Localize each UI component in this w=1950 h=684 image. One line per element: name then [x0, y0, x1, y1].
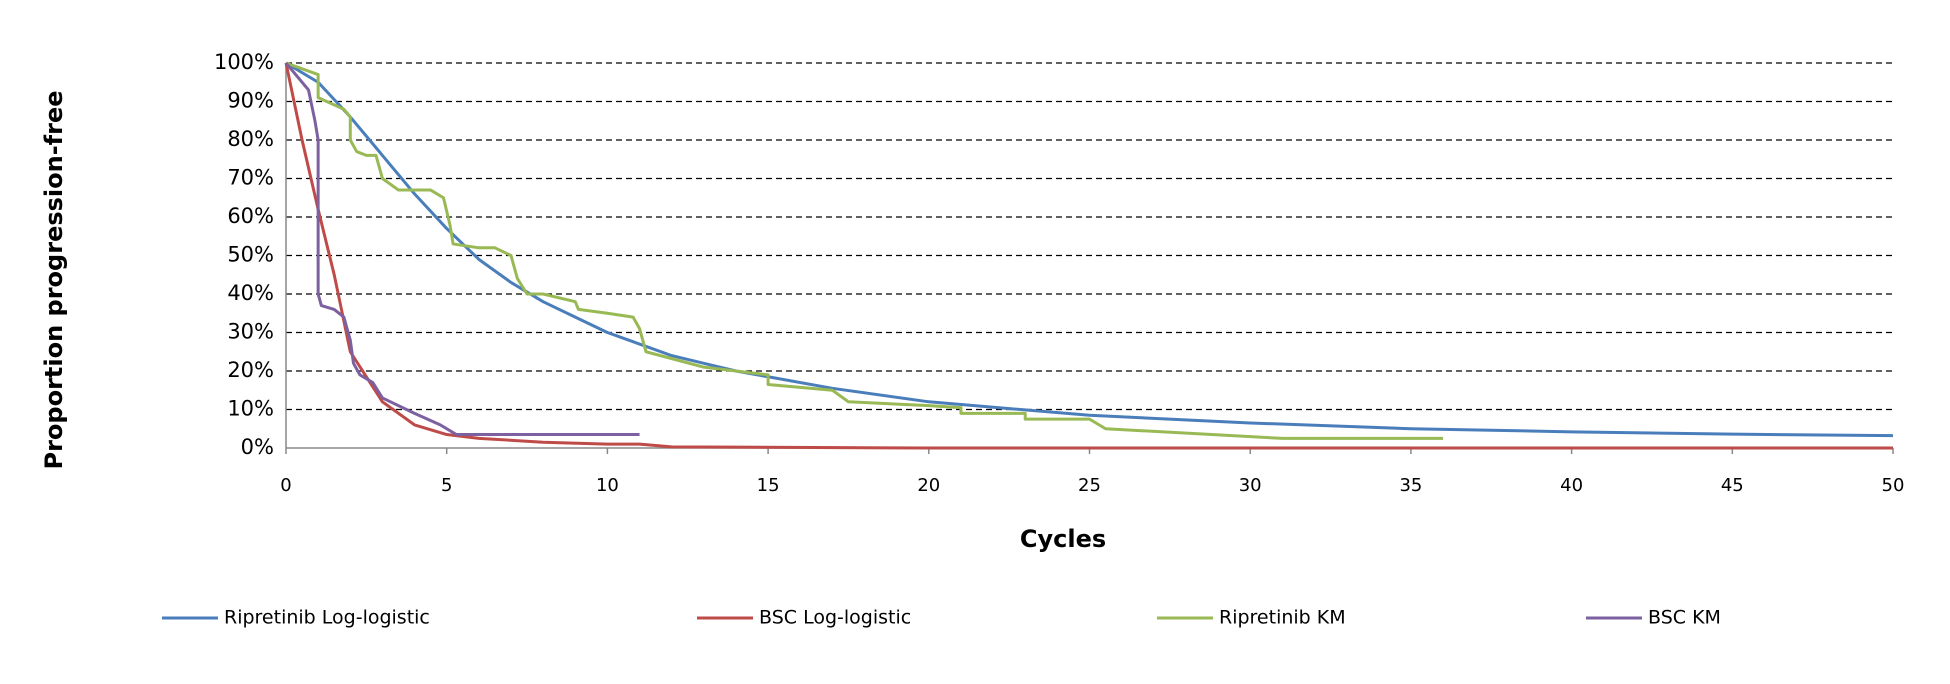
x-tick-label: 0: [280, 475, 291, 496]
series-line: [284, 62, 1893, 450]
series-line: [284, 62, 640, 437]
legend-label: BSC KM: [1648, 607, 1721, 629]
legend-label: BSC Log-logistic: [759, 607, 911, 629]
y-tick-label: 40%: [227, 281, 274, 305]
y-tick-label: 0%: [241, 435, 274, 459]
x-tick-label: 15: [757, 475, 780, 496]
y-tick-label: 90%: [227, 89, 274, 113]
y-tick-label: 20%: [227, 358, 274, 382]
y-tick-label: 60%: [227, 204, 274, 228]
y-tick-label: 10%: [227, 397, 274, 421]
y-tick-label: 30%: [227, 320, 274, 344]
y-tick-label: 80%: [227, 127, 274, 151]
legend-label: Ripretinib KM: [1219, 607, 1346, 629]
y-tick-label: 50%: [227, 243, 274, 267]
x-axis-title: Cycles: [1020, 525, 1106, 553]
x-tick-label: 5: [441, 475, 452, 496]
series-line: [285, 61, 1444, 440]
x-tick-label: 25: [1078, 475, 1101, 496]
x-tick-label: 20: [917, 475, 940, 496]
y-tick-label: 100%: [214, 50, 274, 74]
x-tick-label: 30: [1239, 475, 1262, 496]
series-line: [285, 61, 1894, 438]
x-tick-label: 10: [596, 475, 619, 496]
x-tick-label: 35: [1399, 475, 1422, 496]
x-tick-label: 40: [1560, 475, 1583, 496]
x-tick-label: 45: [1721, 475, 1744, 496]
y-tick-label: 70%: [227, 166, 274, 190]
legend-label: Ripretinib Log-logistic: [224, 607, 430, 629]
x-tick-label: 50: [1882, 475, 1905, 496]
y-axis-title: Proportion progression-free: [40, 90, 68, 469]
